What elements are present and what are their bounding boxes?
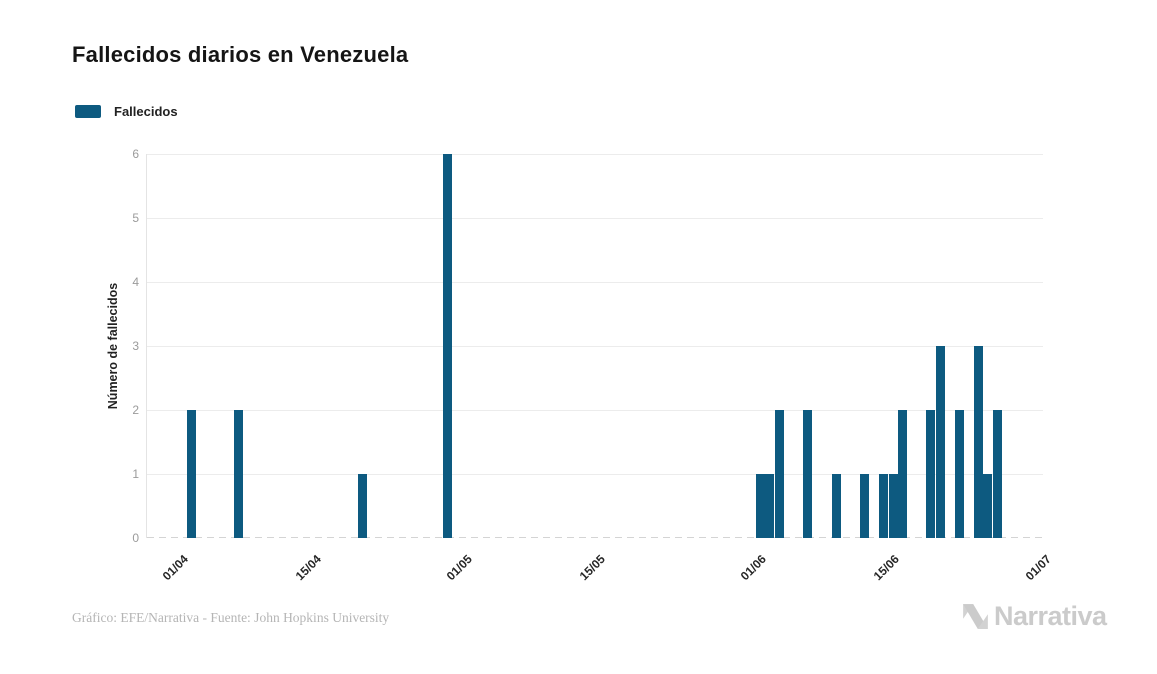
bar-20-06[interactable]	[935, 346, 945, 538]
x-tick-15-05: 15/05	[576, 552, 609, 584]
bar-12-06[interactable]	[860, 474, 870, 538]
bar-09-06[interactable]	[831, 474, 841, 538]
bar-06-06[interactable]	[803, 410, 813, 538]
x-axis-line	[147, 537, 1043, 538]
narrativa-logo-icon	[963, 604, 988, 629]
bar-19-06[interactable]	[926, 410, 936, 538]
bar-16-06[interactable]	[897, 410, 907, 538]
legend-swatch	[75, 105, 101, 118]
bar-07-04[interactable]	[234, 410, 244, 538]
legend-item[interactable]: Fallecidos	[75, 104, 178, 119]
plot-area	[146, 154, 1043, 538]
y-tick-4: 4	[132, 275, 139, 289]
gridline	[147, 346, 1043, 347]
x-tick-01-05: 01/05	[444, 552, 476, 584]
legend-label: Fallecidos	[114, 104, 178, 119]
y-tick-1: 1	[132, 467, 139, 481]
y-tick-5: 5	[132, 211, 139, 225]
bar-01-06[interactable]	[755, 474, 765, 538]
gridline	[147, 154, 1043, 155]
x-tick-01-04: 01/04	[159, 552, 191, 584]
bar-26-06[interactable]	[992, 410, 1002, 538]
bar-14-06[interactable]	[879, 474, 889, 538]
bar-02-06[interactable]	[765, 474, 775, 538]
gridline	[147, 282, 1043, 283]
bar-15-06[interactable]	[888, 474, 898, 538]
y-tick-0: 0	[132, 531, 139, 545]
gridline	[147, 218, 1043, 219]
bar-24-06[interactable]	[973, 346, 983, 538]
bar-02-04[interactable]	[186, 410, 196, 538]
bar-22-06[interactable]	[954, 410, 964, 538]
bar-29-04[interactable]	[442, 154, 452, 538]
gridline	[147, 410, 1043, 411]
bar-20-04[interactable]	[357, 474, 367, 538]
bar-25-06[interactable]	[983, 474, 993, 538]
chart-title: Fallecidos diarios en Venezuela	[72, 42, 409, 67]
x-tick-15-06: 15/06	[870, 552, 902, 584]
gridline	[147, 474, 1043, 475]
narrativa-logo-text: Narrativa	[994, 601, 1107, 631]
y-tick-3: 3	[132, 339, 139, 353]
x-tick-15-04: 15/04	[292, 552, 324, 584]
source-credit: Gráfico: EFE/Narrativa - Fuente: John Ho…	[72, 610, 390, 625]
x-tick-01-07: 01/07	[1022, 552, 1054, 584]
bar-03-06[interactable]	[774, 410, 784, 538]
y-tick-6: 6	[132, 147, 139, 161]
y-tick-2: 2	[132, 403, 139, 417]
narrativa-logo: Narrativa	[962, 601, 1107, 632]
x-tick-01-06: 01/06	[738, 552, 770, 584]
